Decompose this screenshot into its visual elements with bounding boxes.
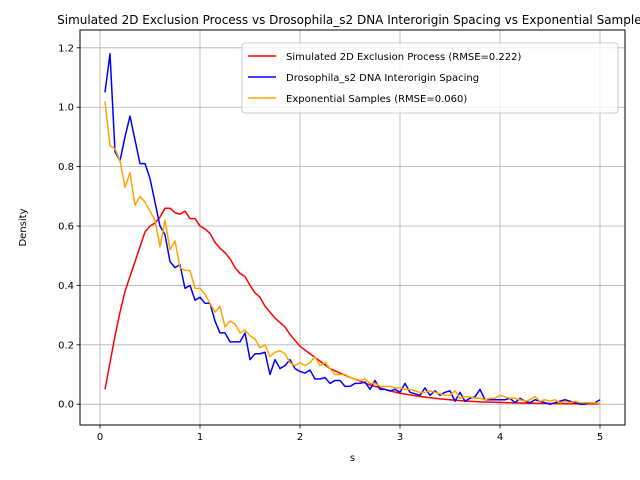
legend-label: Drosophila_s2 DNA Interorigin Spacing [286, 73, 479, 84]
x-tick-label: 1 [197, 432, 203, 443]
y-tick-label: 0.6 [58, 222, 74, 233]
series-line-3 [104, 101, 601, 405]
y-axis-label: Density [18, 208, 29, 246]
chart-title: Simulated 2D Exclusion Process vs Drosop… [57, 13, 640, 27]
y-tick-label: 0.4 [58, 281, 74, 292]
y-tick-label: 1.2 [58, 43, 74, 54]
series-line-2 [104, 53, 601, 405]
y-tick-label: 0.2 [58, 340, 74, 351]
x-tick-label: 2 [297, 432, 303, 443]
legend: Simulated 2D Exclusion Process (RMSE=0.2… [241, 42, 619, 114]
x-axis-label: s [350, 453, 355, 464]
x-tick-label: 3 [397, 432, 403, 443]
axis-ticks: 0 1 2 3 4 5 0.0 0.2 0.4 0.6 0.8 1.0 1.2 [58, 43, 603, 443]
x-tick-label: 0 [97, 432, 103, 443]
x-tick-label: 4 [497, 432, 503, 443]
legend-box [241, 42, 619, 114]
plot-frame [79, 29, 626, 426]
x-tick-label: 5 [597, 432, 603, 443]
series-line-1 [104, 207, 600, 405]
legend-label: Simulated 2D Exclusion Process (RMSE=0.2… [286, 52, 522, 63]
legend-label: Exponential Samples (RMSE=0.060) [286, 94, 467, 105]
y-tick-label: 1.0 [58, 103, 74, 114]
y-tick-label: 0.8 [58, 162, 74, 173]
series-lines [104, 53, 601, 405]
y-tick-label: 0.0 [58, 400, 74, 411]
